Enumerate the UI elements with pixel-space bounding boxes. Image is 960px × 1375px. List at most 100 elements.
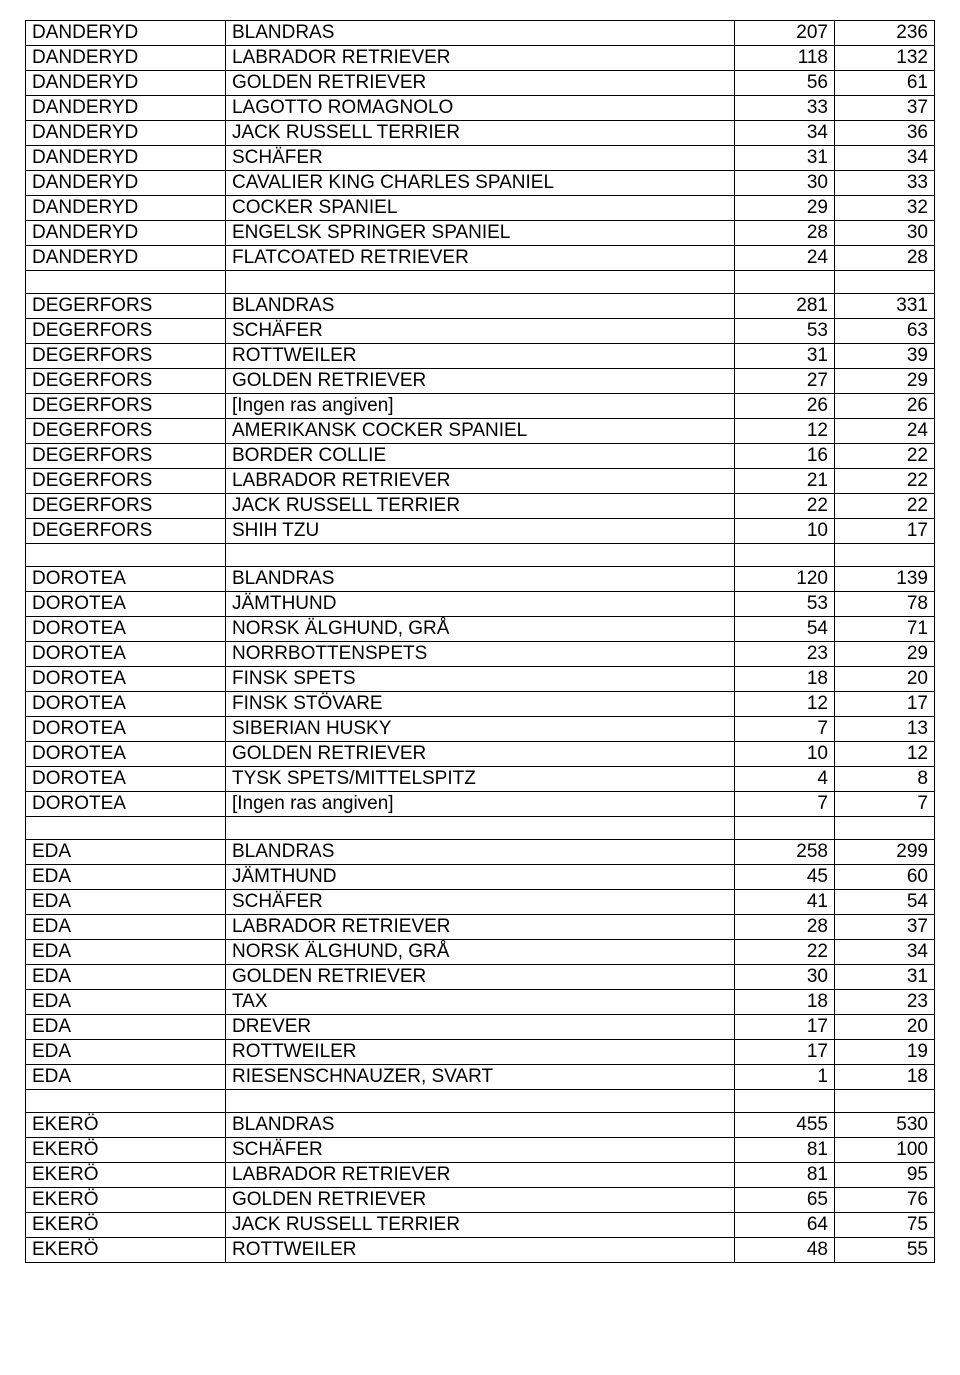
cell: DEGERFORS [26,344,226,369]
table-row: DANDERYDENGELSK SPRINGER SPANIEL2830 [26,221,935,246]
cell: BLANDRAS [225,840,734,865]
table-row [26,1090,935,1113]
cell: 26 [735,394,835,419]
cell [835,817,935,840]
table-row [26,817,935,840]
cell: CAVALIER KING CHARLES SPANIEL [225,171,734,196]
cell: 17 [735,1040,835,1065]
table-row: EDAROTTWEILER1719 [26,1040,935,1065]
cell: DEGERFORS [26,319,226,344]
cell [26,544,226,567]
cell: BLANDRAS [225,21,734,46]
cell: 64 [735,1213,835,1238]
cell: EKERÖ [26,1163,226,1188]
cell: DEGERFORS [26,394,226,419]
cell [835,271,935,294]
cell: DEGERFORS [26,444,226,469]
cell: 34 [835,146,935,171]
cell: SCHÄFER [225,146,734,171]
table-row: DOROTEANORSK ÄLGHUND, GRÅ5471 [26,617,935,642]
table-row: DOROTEAGOLDEN RETRIEVER1012 [26,742,935,767]
cell: 281 [735,294,835,319]
cell: DOROTEA [26,617,226,642]
cell: 34 [735,121,835,146]
cell: EDA [26,965,226,990]
cell [26,817,226,840]
cell: DEGERFORS [26,469,226,494]
table-row: DANDERYDCAVALIER KING CHARLES SPANIEL303… [26,171,935,196]
cell: 4 [735,767,835,792]
table-row [26,544,935,567]
cell: ROTTWEILER [225,344,734,369]
cell: 20 [835,667,935,692]
cell: DOROTEA [26,792,226,817]
table-row: DOROTEANORRBOTTENSPETS2329 [26,642,935,667]
cell: EKERÖ [26,1238,226,1263]
table-row: DEGERFORSAMERIKANSK COCKER SPANIEL1224 [26,419,935,444]
cell: 29 [835,369,935,394]
cell: 331 [835,294,935,319]
cell: 7 [835,792,935,817]
cell: 31 [835,965,935,990]
cell: 61 [835,71,935,96]
cell: JACK RUSSELL TERRIER [225,121,734,146]
cell: 13 [835,717,935,742]
cell [26,1090,226,1113]
cell: FLATCOATED RETRIEVER [225,246,734,271]
cell [735,271,835,294]
cell: FINSK STÖVARE [225,692,734,717]
cell: DEGERFORS [26,369,226,394]
cell: TAX [225,990,734,1015]
cell: EKERÖ [26,1188,226,1213]
table-row: EDALABRADOR RETRIEVER2837 [26,915,935,940]
cell: SCHÄFER [225,890,734,915]
table-row: DANDERYDJACK RUSSELL TERRIER3436 [26,121,935,146]
cell: AMERIKANSK COCKER SPANIEL [225,419,734,444]
cell: 22 [835,469,935,494]
cell: 22 [835,444,935,469]
table-row: DANDERYDSCHÄFER3134 [26,146,935,171]
table-row: DEGERFORSBLANDRAS281331 [26,294,935,319]
cell: 34 [835,940,935,965]
cell: EDA [26,990,226,1015]
cell: EKERÖ [26,1113,226,1138]
cell: TYSK SPETS/MITTELSPITZ [225,767,734,792]
cell: 1 [735,1065,835,1090]
cell: NORSK ÄLGHUND, GRÅ [225,940,734,965]
table-row: EDADREVER1720 [26,1015,935,1040]
cell: EDA [26,1015,226,1040]
cell: DOROTEA [26,692,226,717]
cell: 95 [835,1163,935,1188]
cell: ENGELSK SPRINGER SPANIEL [225,221,734,246]
cell: DOROTEA [26,667,226,692]
cell: DANDERYD [26,96,226,121]
cell: 21 [735,469,835,494]
cell: 17 [835,519,935,544]
cell: EDA [26,940,226,965]
cell: ROTTWEILER [225,1238,734,1263]
cell: 139 [835,567,935,592]
cell: 18 [735,990,835,1015]
cell: 78 [835,592,935,617]
cell: 10 [735,519,835,544]
cell: DANDERYD [26,121,226,146]
cell: SIBERIAN HUSKY [225,717,734,742]
cell: 118 [735,46,835,71]
table-row: DANDERYDGOLDEN RETRIEVER5661 [26,71,935,96]
cell: 17 [735,1015,835,1040]
cell: 29 [735,196,835,221]
cell: 55 [835,1238,935,1263]
cell: EDA [26,915,226,940]
cell: JÄMTHUND [225,592,734,617]
cell: 22 [735,494,835,519]
cell: 28 [735,221,835,246]
table-row: EKERÖGOLDEN RETRIEVER6576 [26,1188,935,1213]
table-row: DOROTEAFINSK SPETS1820 [26,667,935,692]
cell: DEGERFORS [26,494,226,519]
cell: 23 [735,642,835,667]
table-row: EDATAX1823 [26,990,935,1015]
cell: 75 [835,1213,935,1238]
cell: 12 [735,692,835,717]
cell: GOLDEN RETRIEVER [225,1188,734,1213]
cell: 19 [835,1040,935,1065]
